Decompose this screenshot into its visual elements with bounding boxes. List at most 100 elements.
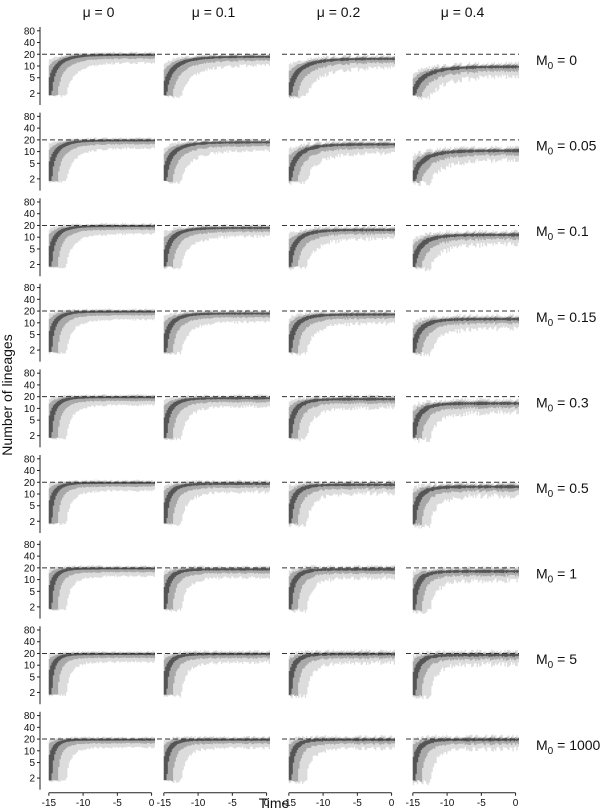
outer-band	[48, 650, 155, 697]
column-label-3: μ = 0.4	[441, 4, 485, 20]
outer-band	[288, 649, 395, 699]
panel-r8-c1	[157, 735, 270, 783]
x-axis-0: -15 -10 -5 0	[42, 792, 155, 809]
y-tick-label: 40	[24, 637, 36, 648]
y-tick-label: 10	[24, 233, 36, 244]
row-label-5: M0 = 0.5	[536, 480, 589, 500]
y-tick-label: 10	[24, 575, 36, 586]
middle-band	[48, 138, 155, 182]
y-tick-label: 2	[29, 346, 35, 357]
y-tick-label: 40	[24, 124, 36, 135]
outer-band	[48, 736, 155, 783]
row-label-6: M0 = 1	[536, 566, 577, 586]
y-tick-label: 40	[24, 38, 36, 49]
y-tick-label: 10	[24, 746, 36, 757]
middle-band	[163, 651, 270, 696]
panel-r7-c2	[282, 649, 395, 699]
y-tick-label: 80	[24, 454, 36, 465]
outer-band	[288, 564, 395, 613]
y-tick-label: 80	[24, 369, 36, 380]
inner-band	[48, 481, 155, 524]
y-tick-label: 20	[24, 649, 36, 660]
middle-band	[288, 141, 395, 183]
middle-band	[48, 566, 155, 610]
panel-r2-c1	[157, 223, 270, 270]
outer-band	[163, 565, 270, 612]
x-tick-label: -15	[282, 798, 297, 809]
panel-r6-c1	[157, 565, 270, 612]
x-tick-label: -10	[191, 798, 206, 809]
middle-band	[412, 400, 519, 440]
y-tick-label: 2	[29, 174, 35, 185]
y-tick-label: 20	[24, 478, 36, 489]
x-tick-label: -10	[76, 798, 91, 809]
y-tick-label: 5	[29, 587, 35, 598]
x-tick-label: -15	[406, 798, 421, 809]
outer-band	[163, 650, 270, 698]
inner-band	[48, 567, 155, 609]
x-tick-label: 0	[389, 798, 395, 809]
x-axis-3: -15 -10 -5 0	[406, 792, 519, 809]
panel-r7-c3	[406, 649, 519, 700]
inner-band	[412, 65, 519, 96]
panel-r3-c1	[157, 309, 270, 355]
row-label-3: M0 = 0.15	[536, 309, 597, 329]
y-tick-label: 2	[29, 89, 35, 100]
column-label-1: μ = 0.1	[192, 4, 236, 20]
inner-band	[288, 652, 395, 696]
middle-band	[288, 737, 395, 782]
panel-r6-c2	[282, 564, 395, 613]
x-tick-label: -5	[353, 798, 362, 809]
panel-r4-c3	[406, 396, 519, 443]
middle-band	[288, 566, 395, 611]
y-tick-label: 5	[29, 501, 35, 512]
middle-band	[163, 481, 270, 525]
middle-band	[412, 483, 519, 526]
x-tick-label: 0	[264, 798, 270, 809]
row-label-0: M0 = 0	[536, 52, 577, 72]
y-tick-label: 5	[29, 330, 35, 341]
y-tick-label: 80	[24, 625, 36, 636]
y-tick-label: 10	[24, 147, 36, 158]
y-tick-label: 40	[24, 552, 36, 563]
middle-band	[412, 568, 519, 611]
y-tick-label: 10	[24, 404, 36, 415]
middle-band	[163, 140, 270, 183]
y-tick-label: 5	[29, 416, 35, 427]
y-tick-label: 20	[24, 307, 36, 318]
y-tick-label: 2	[29, 688, 35, 699]
panel-r0-c3	[406, 53, 519, 100]
middle-band	[163, 311, 270, 354]
y-tick-label: 5	[29, 758, 35, 769]
x-tick-label: 0	[513, 798, 519, 809]
y-tick-label: 40	[24, 380, 36, 391]
outer-band	[163, 735, 270, 783]
y-tick-label: 10	[24, 490, 36, 501]
outer-band	[163, 479, 270, 527]
middle-band	[288, 227, 395, 269]
inner-band	[163, 652, 270, 695]
middle-band	[412, 231, 519, 268]
outer-band	[48, 565, 155, 611]
panel-r3-c3	[406, 310, 519, 357]
y-tick-label: 80	[24, 540, 36, 551]
panel-r2-c2	[282, 224, 395, 271]
y-tick-label: 10	[24, 62, 36, 73]
outer-band	[48, 137, 155, 183]
panel-r3-c2	[282, 309, 395, 356]
x-axis-title: Time	[259, 795, 290, 811]
y-tick-label: 2	[29, 774, 35, 785]
panel-r0-c1	[157, 52, 270, 99]
panel-r8-c3	[406, 734, 519, 786]
outer-band	[288, 735, 395, 784]
middle-band	[288, 396, 395, 439]
y-tick-label: 20	[24, 735, 36, 746]
y-tick-label: 2	[29, 602, 35, 613]
middle-band	[412, 316, 519, 354]
middle-band	[288, 651, 395, 697]
middle-band	[48, 224, 155, 268]
y-tick-label: 80	[24, 283, 36, 294]
